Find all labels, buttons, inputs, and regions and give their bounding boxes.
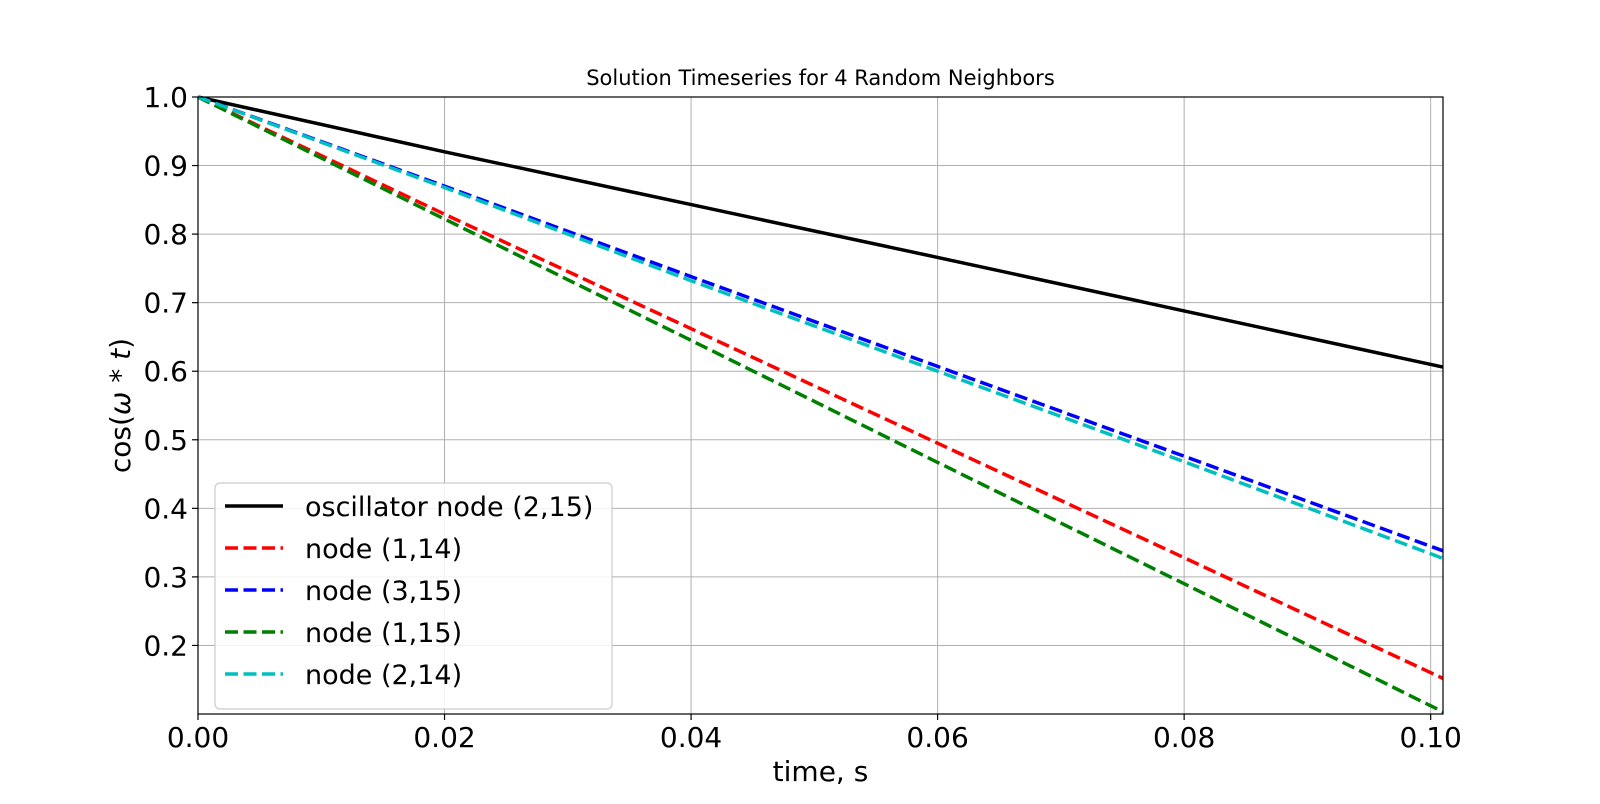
series-lines [197, 95, 1444, 714]
legend-label: node (1,15) [305, 618, 462, 649]
y-label-part: ) [104, 338, 137, 349]
grid-lines [197, 96, 1443, 714]
y-tick-label: 0.7 [143, 287, 188, 320]
y-tick-label: 1.0 [143, 81, 188, 114]
series-line [197, 95, 1444, 680]
y-label-part: ω [104, 392, 137, 415]
y-tick-label: 0.6 [143, 355, 188, 388]
x-tick-label: 0.00 [167, 721, 229, 754]
legend-label: node (2,14) [305, 660, 462, 691]
x-tick-label: 0.08 [1153, 721, 1215, 754]
series-line [197, 95, 1444, 561]
x-tick-label: 0.02 [413, 721, 475, 754]
y-tick-label: 0.3 [143, 561, 188, 594]
legend: oscillator node (2,15) node (1,14) node (3… [214, 482, 613, 710]
x-tick-label: 0.10 [1400, 721, 1462, 754]
x-tick-label: 0.06 [906, 721, 968, 754]
y-label-part: * [104, 360, 137, 392]
y-axis-label: cos(ω * t) [104, 338, 137, 473]
y-tick-label: 0.4 [143, 492, 188, 525]
x-axis-ticks: 0.00 0.02 0.04 0.06 0.08 0.10 [167, 714, 1462, 754]
y-tick-label: 0.5 [143, 424, 188, 457]
y-axis-ticks: 0.2 0.3 0.4 0.5 0.6 0.7 0.8 0.9 1.0 [143, 81, 198, 662]
y-label-part: cos( [104, 415, 137, 473]
plot-frame [197, 96, 1444, 715]
x-tick-label: 0.04 [660, 721, 722, 754]
x-axis-label: time, s [773, 755, 869, 788]
y-label-part: t [104, 348, 137, 360]
legend-label: node (1,14) [305, 534, 462, 565]
chart-title: Solution Timeseries for 4 Random Neighbo… [586, 66, 1055, 90]
legend-box [214, 482, 613, 710]
series-line [197, 95, 1444, 369]
series-line [197, 95, 1444, 553]
y-tick-label: 0.9 [143, 150, 188, 183]
legend-label: oscillator node (2,15) [305, 492, 593, 523]
y-tick-label: 0.8 [143, 218, 188, 251]
y-tick-label: 0.2 [143, 629, 188, 662]
series-line [197, 95, 1444, 714]
legend-label: node (3,15) [305, 576, 462, 607]
